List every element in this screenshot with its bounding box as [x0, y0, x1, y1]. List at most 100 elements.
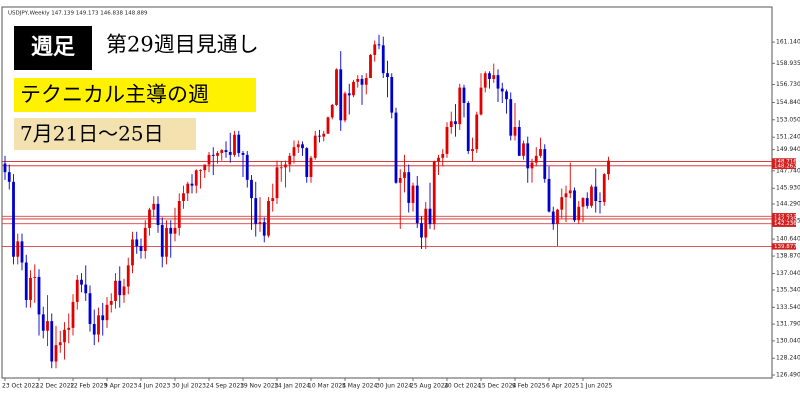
candle-body — [356, 78, 360, 82]
candle-body — [63, 329, 66, 343]
candle-body — [347, 93, 351, 96]
chart-header: USDJPY,Weekly 147.139 149.173 146.838 14… — [8, 11, 148, 17]
candle-body — [585, 198, 589, 206]
x-tick-label: 19 Nov 2023 — [240, 383, 279, 390]
candle-body — [143, 227, 147, 251]
candle-body — [24, 262, 28, 300]
candle-body — [33, 276, 37, 278]
candle-body — [288, 155, 292, 165]
level-label: 148.262 — [774, 163, 797, 169]
candle-body — [186, 183, 190, 194]
candle-body — [398, 177, 402, 183]
candle-body — [54, 345, 58, 362]
candle-body — [126, 265, 130, 287]
badge: 週足 — [31, 34, 75, 60]
candle-body — [305, 148, 309, 177]
candle-body — [203, 164, 207, 171]
candle-body — [488, 73, 491, 79]
candle-body — [220, 150, 224, 153]
y-tick-label: 151.240 — [776, 134, 800, 141]
y-tick-label: 137.040 — [776, 270, 800, 277]
candle-body — [339, 69, 343, 121]
candle-body — [505, 91, 508, 100]
period-box — [14, 118, 196, 150]
x-tick-label: 25 Aug 2024 — [410, 383, 449, 390]
x-tick-label: 10 Mar 2024 — [308, 383, 346, 390]
candle-body — [84, 284, 88, 294]
candle-body — [279, 167, 283, 169]
candle-body — [105, 304, 109, 321]
candle-body — [245, 154, 249, 180]
candle-body — [165, 227, 168, 257]
candle-body — [556, 209, 559, 225]
x-tick-label: 9 Apr 2023 — [104, 383, 137, 390]
x-tick-label: 5 May 2024 — [342, 383, 377, 390]
candle-body — [29, 277, 32, 300]
candle-body — [271, 198, 275, 202]
candle-body — [581, 198, 585, 207]
candle-body — [12, 181, 15, 257]
x-tick-label: 20 Oct 2024 — [444, 383, 481, 390]
candle-body — [441, 153, 445, 158]
candle-body — [160, 225, 164, 257]
candle-body — [37, 276, 41, 315]
candle-body — [58, 342, 62, 346]
candle-body — [211, 154, 215, 156]
candle-body — [573, 190, 576, 221]
candle-body — [343, 93, 347, 121]
candle-body — [445, 127, 449, 154]
candle-body — [526, 143, 530, 169]
candle-body — [313, 135, 317, 158]
y-tick-label: 128.240 — [776, 355, 800, 362]
candle-body — [369, 54, 372, 79]
candle-body — [403, 172, 406, 178]
y-tick-label: 154.840 — [776, 99, 800, 106]
candle-body — [360, 78, 364, 85]
candle-body — [364, 78, 368, 85]
period: 7月21日～25日 — [20, 122, 164, 146]
y-tick-label: 145.930 — [776, 185, 800, 192]
candle-body — [114, 280, 117, 301]
y-tick-label: 133.540 — [776, 304, 800, 311]
candle-body — [500, 88, 504, 92]
candle-body — [50, 321, 54, 362]
x-tick-label: 23 Oct 2022 — [2, 383, 39, 390]
candle-body — [564, 193, 568, 198]
subtitle-box — [14, 78, 256, 112]
candle-body — [296, 144, 300, 148]
candle-body — [122, 286, 126, 296]
candle-body — [152, 203, 156, 210]
candle-body — [224, 150, 228, 152]
level-tag — [772, 158, 796, 165]
candle-body — [407, 172, 411, 203]
candle-body — [352, 81, 355, 96]
y-tick-label: 126.490 — [776, 372, 800, 379]
candle-body — [16, 241, 20, 257]
candle-body — [471, 149, 474, 152]
candle-body — [475, 114, 479, 150]
candle-body — [454, 121, 457, 125]
candle-body — [233, 134, 236, 155]
candle-body — [301, 144, 304, 149]
candle-body — [602, 174, 606, 202]
y-tick-label: 147.740 — [776, 167, 800, 174]
candle-body — [92, 323, 96, 335]
candle-body — [607, 160, 610, 175]
candle-body — [216, 152, 219, 156]
candle-body — [148, 209, 151, 228]
candle-body — [394, 112, 398, 183]
candle-body — [492, 75, 496, 79]
candle-body — [462, 87, 466, 103]
candle-body — [322, 133, 326, 137]
candle-body — [284, 164, 287, 168]
y-tick-label: 138.870 — [776, 253, 800, 260]
candle-body — [250, 179, 253, 199]
candle-body — [169, 227, 173, 234]
candle-body — [254, 198, 258, 225]
x-tick-label: 9 Feb 2025 — [512, 383, 546, 390]
candle-body — [551, 211, 555, 225]
marks: 161.140 158.935 156.730 154.840 153.050 151.2… — [2, 34, 800, 390]
candle-body — [258, 222, 262, 225]
x-tick-label: 12 Dec 2022 — [36, 383, 75, 390]
candle-body — [534, 155, 538, 163]
